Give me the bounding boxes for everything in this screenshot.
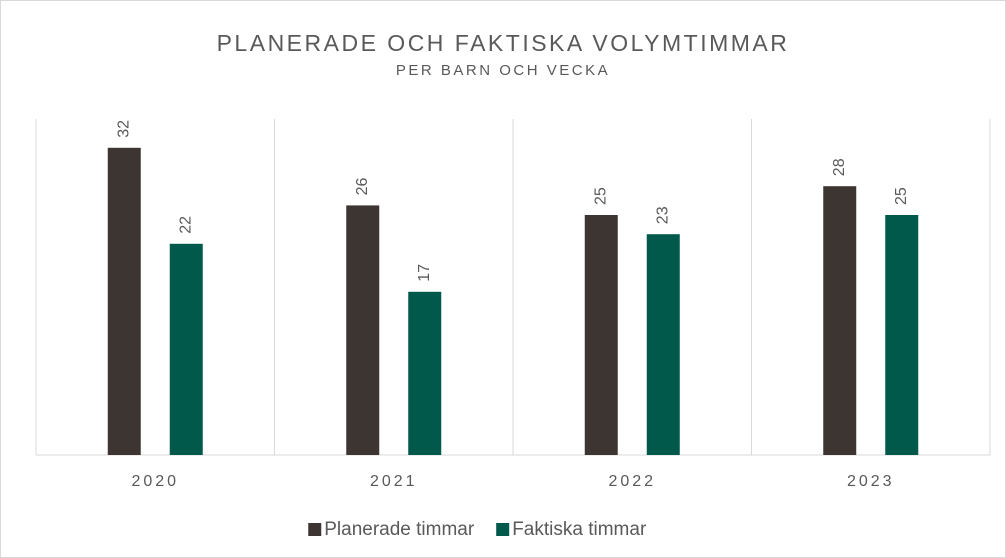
x-tick-label: 2021: [370, 473, 418, 490]
legend-label: Faktiska timmar: [512, 519, 647, 540]
bar: [346, 205, 380, 455]
data-label: 23: [654, 206, 671, 224]
legend-label: Planerade timmar: [324, 519, 475, 540]
bar: [169, 243, 203, 455]
bar: [823, 186, 857, 455]
bar: [584, 215, 618, 455]
x-tick-label: 2020: [131, 473, 179, 490]
chart-subtitle: PER BARN OCH VECKA: [396, 62, 610, 79]
bar: [646, 234, 680, 455]
bar: [107, 147, 141, 456]
data-label: 22: [177, 216, 194, 234]
x-tick-label: 2023: [847, 473, 895, 490]
legend-swatch: [308, 523, 322, 536]
data-label: 28: [831, 158, 848, 176]
legend-swatch: [496, 523, 510, 536]
data-label: 25: [592, 187, 609, 205]
x-tick-label: 2022: [608, 473, 656, 490]
data-label: 25: [893, 187, 910, 205]
data-label: 26: [354, 178, 371, 196]
data-label: 32: [115, 120, 132, 138]
bar: [885, 215, 919, 455]
bar: [408, 291, 442, 455]
data-label: 17: [416, 264, 433, 282]
chart-title: PLANERADE OCH FAKTISKA VOLYMTIMMAR: [217, 30, 790, 56]
